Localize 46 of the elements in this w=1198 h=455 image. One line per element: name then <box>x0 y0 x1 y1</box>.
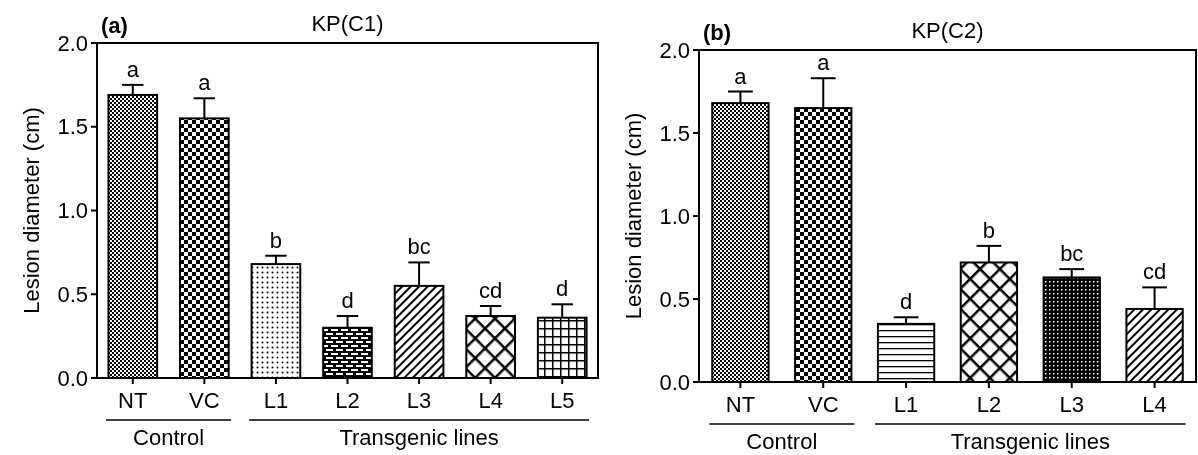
text: Transgenic lines <box>950 429 1111 454</box>
annotation: bc <box>407 234 431 260</box>
x-tick-label: L3 <box>406 388 432 413</box>
annotation: a <box>126 56 140 82</box>
text: (a) <box>101 13 128 38</box>
annotation: b <box>982 217 996 243</box>
text: Transgenic lines <box>339 425 499 450</box>
chart-title: KP(C2) <box>911 18 984 43</box>
annotation: a <box>198 70 212 96</box>
x-tick-label: L2 <box>335 388 360 413</box>
y-tick-label: 0.0 <box>57 365 88 391</box>
x-tick-label: L5 <box>549 388 575 413</box>
annotation: bc <box>1060 241 1084 267</box>
y-tick-label: 1.0 <box>659 203 690 229</box>
y-tick-label: 0.5 <box>57 281 88 307</box>
x-tick-label: L4 <box>1142 392 1167 417</box>
text: Control <box>133 425 205 450</box>
annotation: d <box>556 276 569 302</box>
y-tick-label: 1.0 <box>57 198 88 224</box>
text: (b) <box>703 20 732 45</box>
x-tick-label: L3 <box>1059 392 1084 417</box>
y-tick-label: 2.0 <box>659 37 690 63</box>
y-axis-title: Lesion diameter (cm) <box>19 107 44 314</box>
y-tick-label: 2.0 <box>57 30 88 56</box>
y-tick-label: 1.5 <box>659 120 690 146</box>
text: Control <box>746 429 818 454</box>
y-tick-label: 0.0 <box>659 369 690 395</box>
annotation: d <box>899 289 913 315</box>
y-axis-title: Lesion diameter (cm) <box>621 112 646 320</box>
x-tick-label: L1 <box>893 392 919 417</box>
annotation: b <box>269 227 283 253</box>
chart-title: KP(C1) <box>311 11 384 36</box>
x-tick-label: NT <box>725 392 756 417</box>
y-tick-label: 0.5 <box>659 286 690 312</box>
x-tick-label: VC <box>807 392 839 417</box>
x-tick-label: VC <box>189 388 220 413</box>
annotation: cd <box>479 277 503 303</box>
x-tick-label: L2 <box>976 392 1002 417</box>
annotation: cd <box>1142 259 1167 285</box>
annotation: a <box>734 63 748 89</box>
annotation: a <box>817 50 831 76</box>
annotation: d <box>341 288 354 314</box>
x-tick-label: NT <box>118 388 148 413</box>
y-tick-label: 1.5 <box>57 114 88 140</box>
x-tick-label: L1 <box>263 388 289 413</box>
x-tick-label: L4 <box>478 388 503 413</box>
